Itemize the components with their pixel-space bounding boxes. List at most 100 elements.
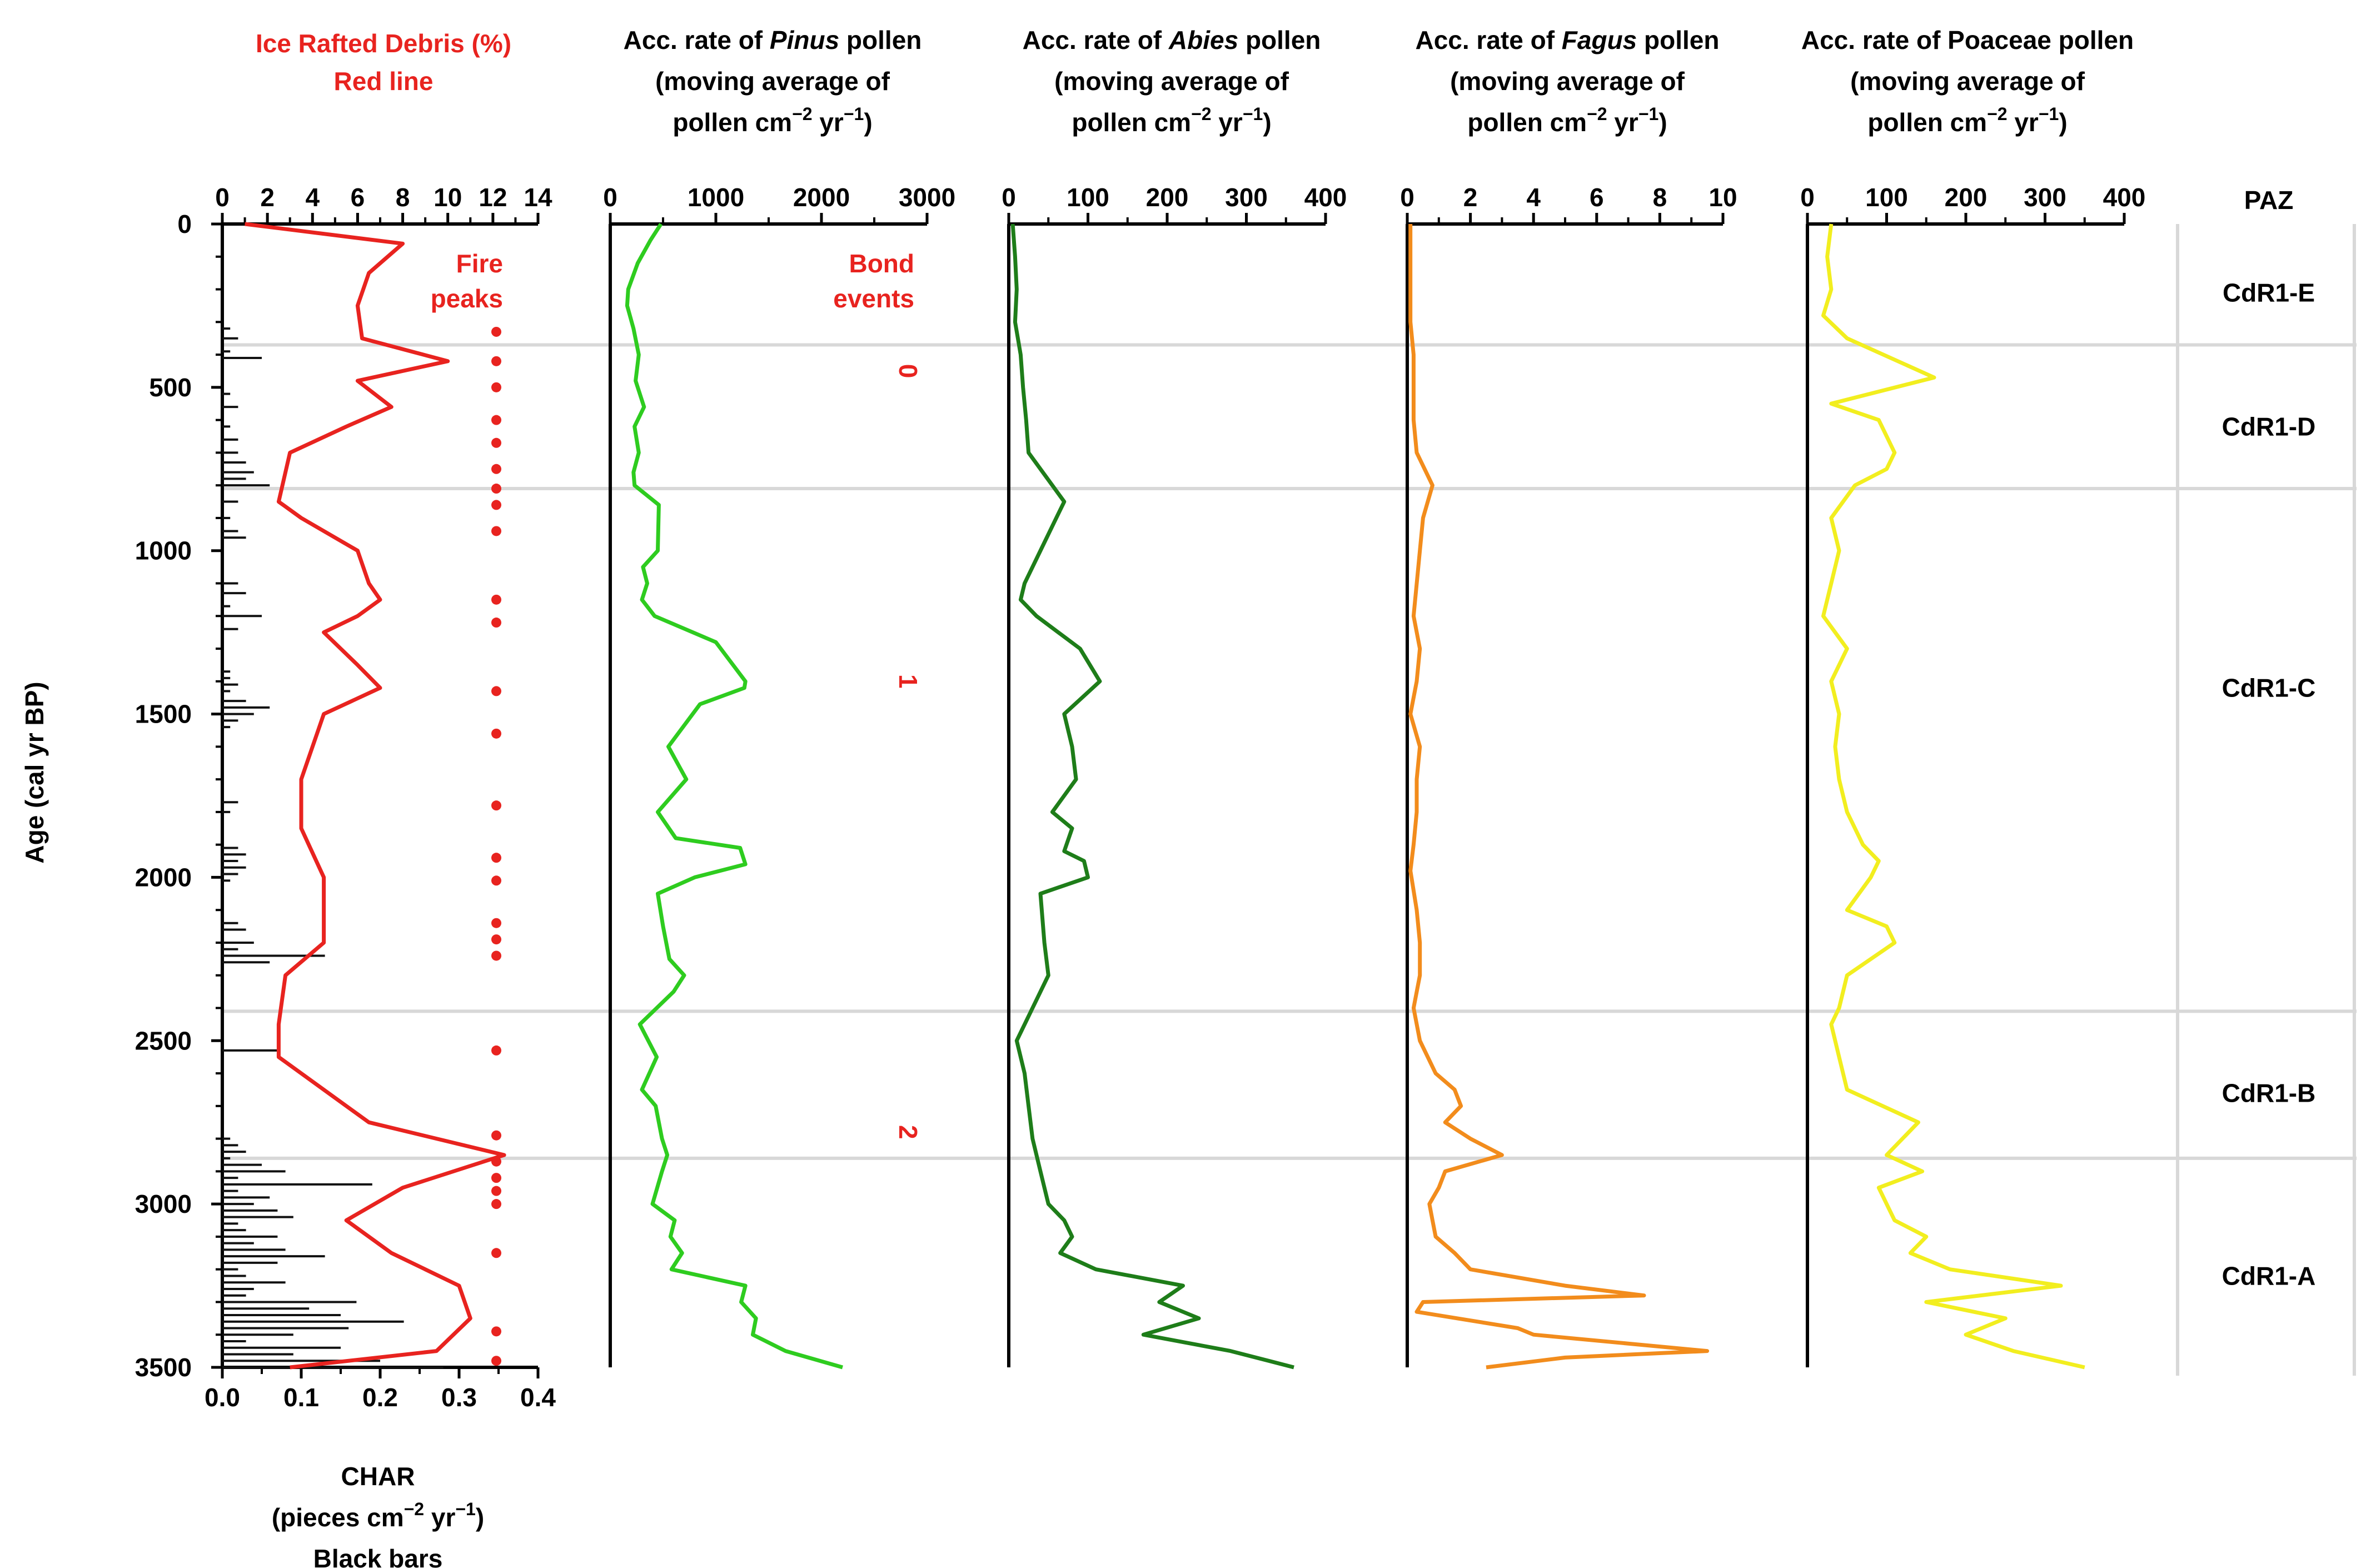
bond-event-mark: 2 xyxy=(894,1125,923,1139)
axis-tick-label: 100 xyxy=(1865,183,1908,212)
char-axis-tick-label: 0.1 xyxy=(283,1383,319,1412)
axis-tick-label: 0 xyxy=(215,183,230,212)
fagus-units-sup-1: −2 xyxy=(1587,104,1607,124)
age-tick-label: 3000 xyxy=(135,1189,192,1218)
axis-tick-label: 100 xyxy=(1067,183,1109,212)
paz-zone-label: CdR1-D xyxy=(2222,412,2316,441)
ird-line xyxy=(245,222,506,1370)
axis-tick-label: 0 xyxy=(603,183,617,212)
paz-zone-label: CdR1-A xyxy=(2222,1261,2316,1290)
axis-tick-label: 1000 xyxy=(688,183,744,212)
ird-title-line-2: Red line xyxy=(334,67,434,96)
fire-peak-dot xyxy=(491,934,501,945)
abies-units-sup-2: −1 xyxy=(1243,104,1263,124)
axis-tick-label: 10 xyxy=(1708,183,1737,212)
fagus-title-line-2: (moving average of xyxy=(1450,67,1685,96)
abies-title-line-1: Acc. rate of Abies pollen xyxy=(1023,26,1321,54)
bond-event-marks: 0 1 2 xyxy=(894,364,923,1139)
fire-peak-dot xyxy=(491,853,501,863)
panel-abies: Acc. rate of Abies pollen (moving averag… xyxy=(1002,26,1347,1370)
age-tick-label: 500 xyxy=(149,373,192,402)
pinus-title-line-3: pollen cm−2 yr−1) xyxy=(673,104,872,137)
paz-zone-labels: CdR1-E CdR1-D CdR1-C CdR1-B CdR1-A xyxy=(2222,278,2316,1290)
fire-peak-dot xyxy=(491,382,501,392)
char-axis-tick-label: 0.3 xyxy=(441,1383,477,1412)
axis-tick-label: 200 xyxy=(1146,183,1189,212)
bond-events-label-line-2: events xyxy=(833,284,914,313)
paz-zone-label: CdR1-E xyxy=(2223,278,2315,307)
fire-peak-dot xyxy=(491,1130,501,1141)
abies-line xyxy=(1010,223,1294,1370)
abies-ticks: 0 100 200 300 400 xyxy=(1002,183,1347,224)
pinus-title-line-2: (moving average of xyxy=(655,67,890,96)
ird-title-line-1: Ice Rafted Debris (%) xyxy=(256,29,511,58)
fire-peak-dot xyxy=(491,1186,501,1196)
fire-peak-dot xyxy=(491,918,501,928)
fire-peak-dot xyxy=(491,484,501,494)
panel-pinus: Acc. rate of Pinus pollen (moving averag… xyxy=(603,26,955,1370)
ird-top-ticks: 0 2 4 6 8 10 12 14 xyxy=(215,183,552,224)
abies-title-suffix: pollen xyxy=(1238,26,1321,54)
pinus-line xyxy=(625,223,843,1370)
fagus-units-close: ) xyxy=(1658,108,1667,137)
axis-tick-label: 2 xyxy=(260,183,275,212)
fire-peak-dot xyxy=(491,500,501,510)
poaceae-units-sup-2: −1 xyxy=(2039,104,2059,124)
char-title-line-1: CHAR xyxy=(341,1462,415,1491)
poaceae-line xyxy=(1821,223,2085,1370)
abies-units-sup-1: −2 xyxy=(1191,104,1211,124)
fire-peak-dots xyxy=(491,326,501,1366)
paz-header: PAZ xyxy=(2244,186,2294,215)
fire-peak-dot xyxy=(491,437,501,448)
abies-title-prefix: Acc. rate of xyxy=(1023,26,1169,54)
age-tick-label: 2000 xyxy=(135,863,192,892)
pinus-units-part: pollen cm xyxy=(673,108,792,137)
pinus-title-prefix: Acc. rate of xyxy=(624,26,770,54)
char-units-yr: yr xyxy=(424,1503,455,1532)
axis-tick-label: 4 xyxy=(1526,183,1541,212)
paz-zone-label: CdR1-C xyxy=(2222,674,2316,703)
char-axis-tick-label: 0.2 xyxy=(362,1383,398,1412)
abies-units-part: pollen cm xyxy=(1072,108,1191,137)
fire-peak-dot xyxy=(491,1173,501,1183)
char-title-line-3: Black bars xyxy=(313,1544,443,1568)
panel-ird-char: Ice Rafted Debris (%) Red line 0 2 4 6 8 10 12… xyxy=(205,29,556,1568)
axis-tick-label: 400 xyxy=(1304,183,1347,212)
char-units-sup-2: −1 xyxy=(455,1499,475,1519)
axis-tick-label: 300 xyxy=(1225,183,1268,212)
poaceae-units-yr: yr xyxy=(2008,108,2039,137)
axis-tick-label: 0 xyxy=(1002,183,1016,212)
abies-title-line-2: (moving average of xyxy=(1054,67,1289,96)
paz-zone-label: CdR1-B xyxy=(2222,1078,2316,1107)
axis-tick-label: 200 xyxy=(1945,183,1988,212)
abies-units-close: ) xyxy=(1263,108,1271,137)
fire-peak-dot xyxy=(491,594,501,605)
axis-tick-label: 2 xyxy=(1463,183,1478,212)
fagus-title-suffix: pollen xyxy=(1637,26,1719,54)
axis-tick-label: 6 xyxy=(351,183,365,212)
fagus-title-line-1: Acc. rate of Fagus pollen xyxy=(1415,26,1719,54)
fire-peak-dot xyxy=(491,1199,501,1209)
poaceae-title-line-3: pollen cm−2 yr−1) xyxy=(1867,104,2067,137)
char-bottom-ticks: 0.0 0.1 0.2 0.3 0.4 xyxy=(205,1367,556,1412)
zone-boundaries xyxy=(222,224,2357,1376)
pinus-units-close: ) xyxy=(864,108,872,137)
panel-fagus: Acc. rate of Fagus pollen (moving averag… xyxy=(1400,26,1737,1370)
fagus-units-yr: yr xyxy=(1607,108,1638,137)
fire-peaks-label-line-1: Fire xyxy=(456,249,503,278)
axis-tick-label: 2000 xyxy=(793,183,850,212)
pinus-units-yr: yr xyxy=(813,108,844,137)
axis-tick-label: 300 xyxy=(2024,183,2066,212)
fagus-units-sup-2: −1 xyxy=(1638,104,1658,124)
age-tick-label: 3500 xyxy=(135,1353,192,1382)
pinus-ticks: 0 1000 2000 3000 xyxy=(603,183,955,224)
axis-tick-label: 6 xyxy=(1590,183,1604,212)
char-units-part: (pieces cm xyxy=(272,1503,404,1532)
axis-tick-label: 4 xyxy=(305,183,320,212)
poaceae-units-part: pollen cm xyxy=(1867,108,1987,137)
age-axis: 0 500 1000 1500 2000 2500 3000 3500 Age (cal yr… xyxy=(20,210,224,1382)
age-axis-label: Age (cal yr BP) xyxy=(20,681,49,863)
poaceae-title-line-2: (moving average of xyxy=(1850,67,2085,96)
pinus-units-sup-1: −2 xyxy=(792,104,812,124)
